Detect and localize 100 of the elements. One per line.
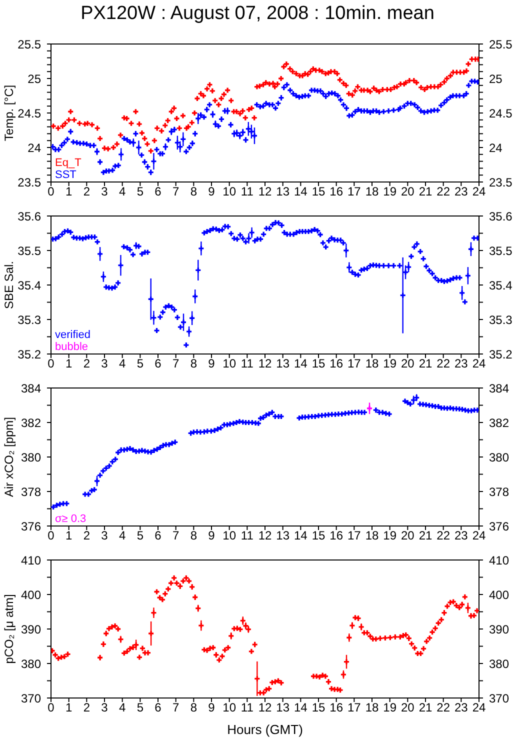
x-tick-label: 6 (154, 528, 162, 543)
x-tick-label: 5 (136, 184, 144, 199)
x-tick-label: 10 (222, 528, 236, 543)
x-tick-label: 21 (418, 356, 432, 371)
y-axis-title: Temp. [°C] (2, 84, 16, 142)
x-tick-label: 5 (136, 356, 144, 371)
y-tick-label: 23.5 (18, 175, 42, 190)
x-tick-label: 0 (48, 528, 55, 543)
y2-tick-label: 23.5 (489, 175, 513, 190)
x-tick-label: 20 (400, 356, 415, 371)
x-tick-label: 9 (208, 528, 216, 543)
y2-tick-label: 35.3 (489, 312, 513, 327)
y2-tick-label: 400 (489, 588, 510, 602)
y2-tick-label: 24.5 (489, 106, 513, 120)
x-tick-label: 1 (65, 356, 72, 371)
x-tick-label: 15 (312, 356, 326, 371)
x-tick-label: 0 (48, 184, 55, 199)
y-tick-label: 376 (20, 519, 42, 534)
x-tick-label: 14 (294, 184, 308, 199)
x-tick-label: 17 (347, 700, 362, 715)
x-tick-label: 11 (240, 528, 254, 543)
y-tick-label: 380 (20, 656, 42, 671)
x-tick-label: 17 (347, 528, 362, 543)
x-tick-label: 22 (436, 356, 450, 371)
x-tick-label: 19 (383, 356, 397, 371)
x-tick-label: 18 (365, 528, 379, 543)
y-tick-label: 400 (20, 588, 42, 602)
x-tick-label: 14 (294, 528, 308, 543)
x-tick-label: 2 (83, 700, 90, 715)
y-axis-title: pCO₂ [μ atm] (2, 594, 16, 664)
x-tick-label: 16 (330, 184, 344, 199)
x-tick-label: 13 (276, 700, 290, 715)
text: Eq_T (55, 157, 82, 169)
x-tick-label: 4 (118, 184, 126, 199)
x-tick-label: 16 (330, 528, 344, 543)
text: σ≥ 0.3 (55, 513, 86, 525)
y2-tick-label: 25 (489, 72, 503, 86)
x-tick-label: 1 (65, 700, 72, 715)
x-tick-label: 22 (436, 528, 450, 543)
y-axis-title: SBE Sal. (2, 260, 16, 310)
x-tick-label: 23 (454, 700, 468, 715)
text: verified (55, 329, 90, 341)
x-tick-label: 10 (222, 700, 236, 715)
x-tick-label: 24 (472, 700, 486, 715)
x-tick-label: 18 (365, 184, 379, 199)
y-tick-label: 35.3 (18, 312, 42, 327)
y-tick-label: 35.4 (18, 278, 42, 292)
chart-title: PX120W : August 07, 2008 : 10min. mean (80, 3, 436, 25)
x-tick-label: 3 (101, 184, 108, 199)
y-tick-label: 410 (20, 553, 42, 568)
x-axis-title: Hours (GMT) (226, 722, 304, 737)
y-axis-title: Air xCO₂ [ppm] (2, 416, 16, 498)
x-tick-label: 18 (365, 356, 379, 371)
x-tick-label: 5 (136, 700, 144, 715)
x-tick-label: 14 (294, 700, 308, 715)
x-tick-label: 21 (418, 184, 432, 199)
y-tick-label: 25.5 (18, 37, 42, 52)
x-tick-label: 15 (312, 184, 326, 199)
x-tick-label: 10 (222, 356, 236, 371)
x-tick-label: 14 (294, 356, 308, 371)
x-tick-label: 22 (436, 184, 450, 199)
x-tick-label: 12 (258, 700, 272, 715)
y2-tick-label: 35.5 (489, 244, 513, 258)
x-tick-label: 17 (347, 184, 362, 199)
x-tick-label: 12 (258, 184, 272, 199)
x-tick-label: 20 (400, 700, 415, 715)
x-tick-label: 8 (190, 184, 198, 199)
x-tick-label: 0 (48, 356, 55, 371)
y2-tick-label: 380 (489, 656, 510, 671)
x-tick-label: 7 (172, 184, 180, 199)
x-tick-label: 1 (65, 528, 72, 543)
x-tick-label: 9 (208, 356, 216, 371)
x-tick-label: 3 (101, 700, 108, 715)
y2-tick-label: 25.5 (489, 37, 513, 52)
x-tick-label: 20 (400, 184, 415, 199)
x-tick-label: 24 (472, 528, 486, 543)
y2-tick-label: 384 (489, 381, 510, 396)
x-tick-label: 2 (83, 184, 90, 199)
x-tick-label: 3 (101, 528, 108, 543)
y2-tick-label: 380 (489, 450, 510, 464)
y2-tick-label: 376 (489, 519, 510, 534)
y-tick-label: 382 (20, 416, 42, 430)
x-tick-label: 11 (240, 356, 254, 371)
x-tick-label: 8 (190, 528, 198, 543)
y-tick-label: 384 (20, 381, 42, 396)
x-tick-label: 4 (118, 700, 126, 715)
x-tick-label: 13 (276, 356, 290, 371)
x-tick-label: 10 (222, 184, 236, 199)
y-tick-label: 35.2 (18, 347, 42, 362)
x-tick-label: 6 (154, 700, 162, 715)
x-tick-label: 11 (240, 700, 254, 715)
x-tick-label: 7 (172, 356, 180, 371)
x-tick-label: 11 (240, 184, 254, 199)
x-tick-label: 19 (383, 528, 397, 543)
legend-label: bubble (55, 341, 90, 353)
x-tick-label: 15 (312, 700, 326, 715)
x-tick-label: 4 (118, 356, 126, 371)
x-tick-label: 9 (208, 700, 216, 715)
x-tick-label: 4 (118, 528, 126, 543)
y2-tick-label: 382 (489, 416, 510, 430)
